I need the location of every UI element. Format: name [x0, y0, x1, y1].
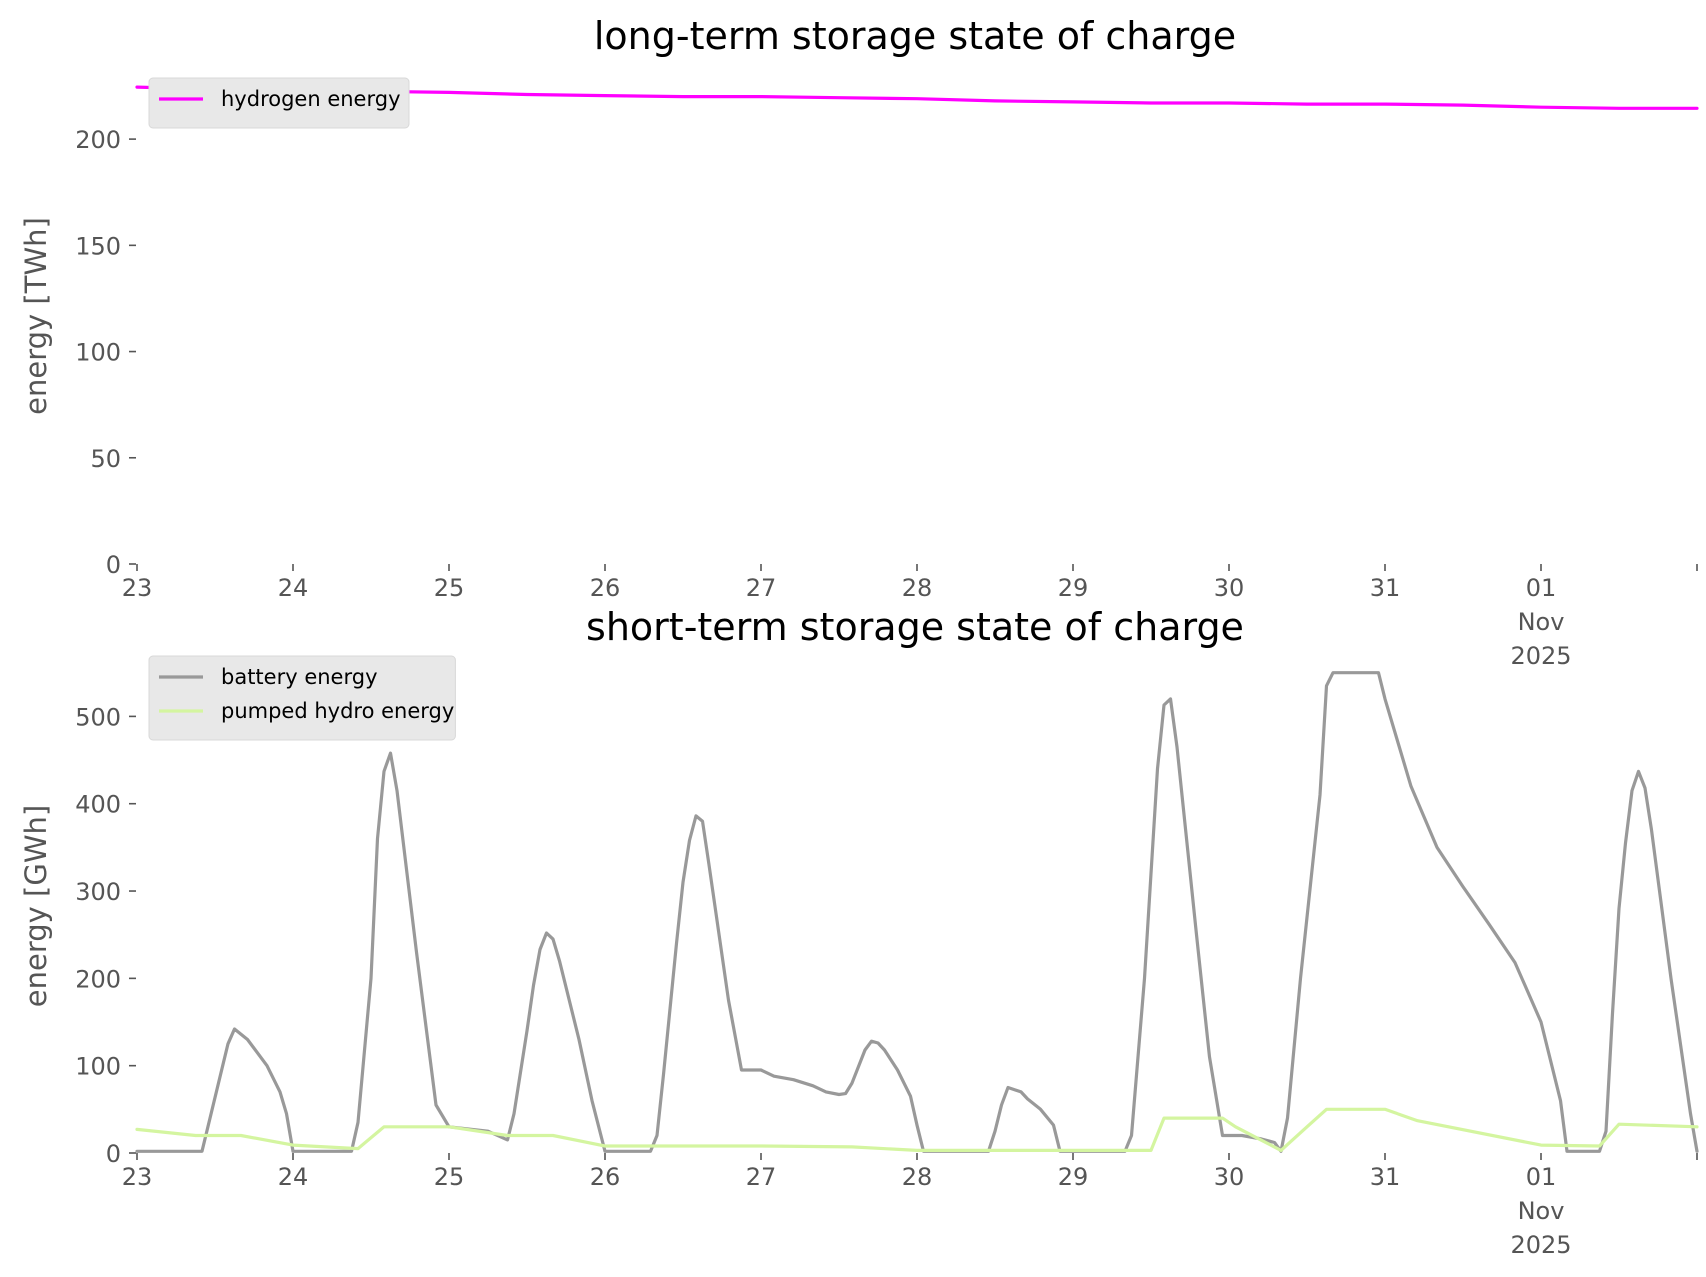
y-axis-label: energy [GWh] — [19, 805, 53, 1007]
x-tick-label: 26 — [590, 574, 621, 602]
y-tick-label: 300 — [75, 878, 121, 906]
x-tick-label: 27 — [746, 574, 777, 602]
y-axis: 0 50 100 150 200 — [75, 126, 136, 579]
y-tick-label: 0 — [106, 1140, 121, 1168]
long-term-storage-chart: long-term storage state of charge energy… — [19, 14, 1699, 670]
x-tick-label: 29 — [1058, 574, 1089, 602]
y-tick-label: 100 — [75, 1053, 121, 1081]
short-term-storage-chart: short-term storage state of charge energ… — [19, 605, 1699, 1259]
y-tick-label: 100 — [75, 339, 121, 367]
x-tick-label: 30 — [1214, 574, 1245, 602]
legend-label-hydrogen-energy: hydrogen energy — [221, 87, 401, 111]
x-tick-label: 28 — [902, 1163, 933, 1191]
x-tick-label: 23 — [122, 1163, 153, 1191]
y-tick-label: 50 — [90, 445, 121, 473]
y-tick-label: 500 — [75, 703, 121, 731]
x-tick-label: 27 — [746, 1163, 777, 1191]
y-axis: 0 100 200 300 400 500 — [75, 703, 136, 1168]
x-tick-label: 28 — [902, 574, 933, 602]
y-tick-label: 200 — [75, 126, 121, 154]
x-axis: 23 24 25 26 27 28 29 30 31 01 Nov 2025 — [122, 1153, 1698, 1259]
x-axis: 23 24 25 26 27 28 29 30 31 01 Nov 2025 — [122, 564, 1698, 670]
x-tick-label: 01 Nov 2025 — [1510, 574, 1571, 670]
y-tick-label: 150 — [75, 232, 121, 260]
x-tick-label: 24 — [278, 1163, 309, 1191]
plot-lines — [135, 671, 1699, 1153]
legend-label-battery-energy: battery energy — [221, 665, 378, 689]
x-tick-label: 25 — [434, 574, 465, 602]
legend-box — [148, 77, 410, 129]
x-tick-label: 30 — [1214, 1163, 1245, 1191]
x-tick-label: 29 — [1058, 1163, 1089, 1191]
x-tick-label: 31 — [1370, 574, 1401, 602]
y-tick-label: 0 — [106, 551, 121, 579]
x-tick-label: 26 — [590, 1163, 621, 1191]
x-tick-label: 31 — [1370, 1163, 1401, 1191]
y-tick-label: 400 — [75, 791, 121, 819]
legend: battery energy pumped hydro energy — [148, 655, 456, 741]
x-tick-label: 24 — [278, 574, 309, 602]
x-tick-label: 01 Nov 2025 — [1510, 1163, 1571, 1259]
chart-title: long-term storage state of charge — [594, 14, 1236, 58]
y-axis-label: energy [TWh] — [19, 217, 53, 415]
pumped-hydro-energy-line — [135, 1107, 1699, 1152]
legend: hydrogen energy — [148, 77, 410, 129]
legend-box — [148, 655, 456, 741]
x-tick-label: 23 — [122, 574, 153, 602]
x-tick-label: 25 — [434, 1163, 465, 1191]
chart-title: short-term storage state of charge — [586, 605, 1244, 649]
y-tick-label: 200 — [75, 965, 121, 993]
legend-label-pumped-hydro-energy: pumped hydro energy — [221, 699, 454, 723]
